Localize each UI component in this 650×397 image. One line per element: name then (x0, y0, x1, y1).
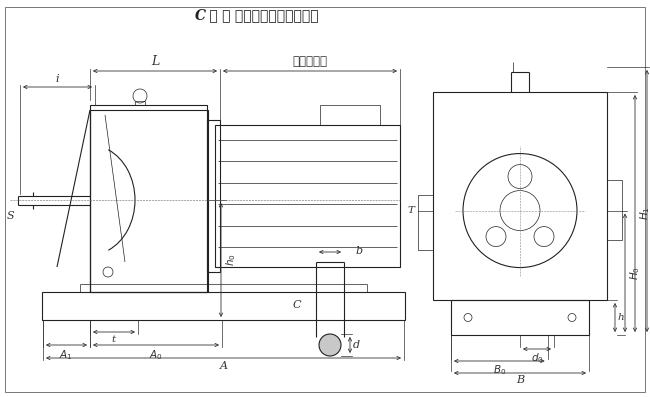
Text: L: L (151, 55, 159, 68)
Text: b: b (356, 246, 363, 256)
Text: h: h (618, 313, 625, 322)
Text: $h_0$: $h_0$ (224, 254, 238, 266)
Text: C: C (195, 9, 206, 23)
Text: T: T (408, 206, 415, 215)
Text: $d_0$: $d_0$ (530, 351, 543, 365)
Text: 型 － 底脚安装斜齿轮减速机: 型 － 底脚安装斜齿轮减速机 (205, 9, 318, 23)
Text: A: A (220, 361, 228, 371)
Text: B: B (516, 375, 524, 385)
Text: C: C (292, 299, 301, 310)
Text: $A_1$: $A_1$ (59, 348, 73, 362)
Text: S: S (6, 211, 14, 221)
Text: d: d (353, 340, 360, 350)
Text: 按电机尺寸: 按电机尺寸 (292, 55, 328, 68)
Circle shape (319, 334, 341, 356)
Text: i: i (56, 74, 59, 84)
Text: $H_0$: $H_0$ (628, 266, 642, 280)
Text: t: t (112, 335, 116, 344)
Text: $A_0$: $A_0$ (149, 348, 163, 362)
Text: $B_0$: $B_0$ (493, 363, 506, 377)
Text: $H_1$: $H_1$ (638, 206, 650, 220)
